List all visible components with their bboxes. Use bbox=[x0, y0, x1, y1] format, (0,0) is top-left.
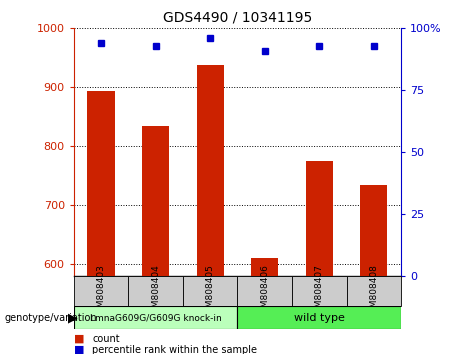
Text: GSM808406: GSM808406 bbox=[260, 264, 269, 319]
Bar bbox=[237, 306, 401, 329]
Bar bbox=[347, 276, 401, 306]
Bar bbox=[360, 185, 387, 276]
Bar bbox=[251, 258, 278, 276]
Text: ■: ■ bbox=[74, 345, 84, 354]
Text: GSM808407: GSM808407 bbox=[315, 264, 324, 319]
Text: percentile rank within the sample: percentile rank within the sample bbox=[92, 345, 257, 354]
Bar bbox=[88, 91, 115, 276]
Text: GSM808404: GSM808404 bbox=[151, 264, 160, 319]
Text: ■: ■ bbox=[74, 334, 84, 344]
Bar bbox=[128, 276, 183, 306]
Text: count: count bbox=[92, 334, 120, 344]
Bar bbox=[74, 306, 237, 329]
Bar bbox=[306, 161, 333, 276]
Text: ▶: ▶ bbox=[68, 311, 78, 324]
Bar bbox=[142, 126, 169, 276]
Bar bbox=[237, 276, 292, 306]
Bar bbox=[292, 276, 347, 306]
Bar bbox=[74, 276, 128, 306]
Title: GDS4490 / 10341195: GDS4490 / 10341195 bbox=[163, 10, 312, 24]
Bar bbox=[183, 276, 237, 306]
Text: wild type: wild type bbox=[294, 313, 345, 323]
Text: GSM808405: GSM808405 bbox=[206, 264, 215, 319]
Text: genotype/variation: genotype/variation bbox=[5, 313, 97, 323]
Text: GSM808408: GSM808408 bbox=[369, 264, 378, 319]
Text: GSM808403: GSM808403 bbox=[96, 264, 106, 319]
Bar bbox=[196, 65, 224, 276]
Text: LmnaG609G/G609G knock-in: LmnaG609G/G609G knock-in bbox=[90, 313, 221, 322]
